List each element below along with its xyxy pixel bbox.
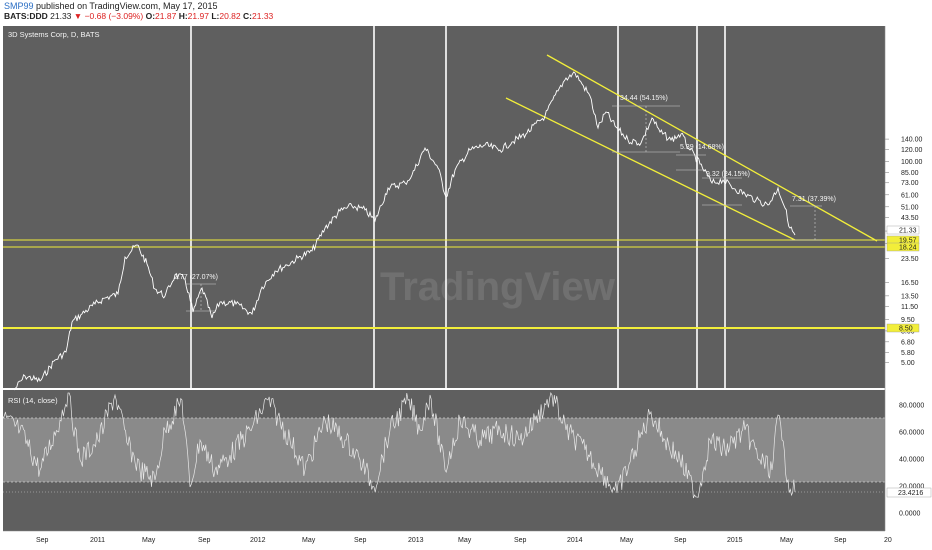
published-text: published on TradingView.com, May 17, 20… — [36, 1, 218, 11]
symbol-label[interactable]: BATS:DDD — [4, 11, 48, 21]
channel-lower — [505, 97, 796, 241]
price-pane[interactable] — [3, 26, 885, 388]
time-tick-label: Sep — [514, 537, 527, 544]
low-label: L: — [211, 11, 220, 21]
time-tick-label: 2012 — [250, 537, 266, 544]
price-tick-label: 61.00 — [901, 192, 919, 199]
price-scale[interactable]: 140.00 120.00 100.00 85.00 73.00 61.00 51.00 43… — [884, 26, 923, 531]
price-tag-bg — [886, 225, 920, 235]
high-value: 21.97 — [187, 11, 209, 21]
measure-labels: 2.77 (27.07%) 34.44 (54.15%) 5.39 (14.68… — [174, 95, 836, 281]
time-tick-label: Sep — [36, 537, 49, 544]
rsi-tick-label: 60.0000 — [899, 430, 924, 437]
time-tick-label: May — [620, 537, 634, 544]
rsi-current-tag-bg — [886, 487, 932, 498]
last-price: 21.33 — [50, 11, 72, 21]
time-axis[interactable]: Sep 2011 May Sep 2012 May Sep 2013 May Sep 2014 May… — [3, 530, 892, 544]
price-tag: 19.57 — [899, 238, 917, 245]
measure-label: 2.77 (27.07%) — [174, 274, 218, 281]
chart-canvas[interactable]: TradingView 3D System — [0, 22, 932, 550]
time-tick-label: Sep — [198, 537, 211, 544]
price-tag-bg — [886, 242, 920, 252]
price-series[interactable] — [13, 71, 796, 391]
rsi-tick-label: 20.0000 — [899, 484, 924, 491]
ohlc-line: BATS:DDD 21.33 ▼ −0.68 (−3.09%) O:21.87 … — [4, 11, 273, 22]
time-tick-label: 2014 — [567, 537, 583, 544]
price-tag: 21.33 — [899, 228, 917, 235]
publish-line: SMP99 published on TradingView.com, May … — [4, 1, 217, 12]
measure-label: 7.31 (37.39%) — [792, 196, 836, 203]
time-tick-label: May — [142, 537, 156, 544]
price-tick-label: 120.00 — [901, 147, 923, 154]
rsi-tick-label: 80.0000 — [899, 403, 924, 410]
price-tick-label: 23.50 — [901, 256, 919, 263]
price-tick-label: 85.00 — [901, 170, 919, 177]
author-link[interactable]: SMP99 — [4, 1, 34, 11]
price-tag: 18.24 — [899, 245, 917, 252]
low-value: 20.82 — [219, 11, 241, 21]
time-tick-label: Sep — [834, 537, 847, 544]
rsi-scale[interactable]: 80.0000 60.0000 40.0000 20.0000 0.0000 23.421… — [886, 403, 932, 518]
price-tick-label: 43.50 — [901, 215, 919, 222]
measure-brackets — [186, 105, 822, 312]
price-tag-bg — [886, 323, 920, 333]
time-tick-label: 2015 — [727, 537, 743, 544]
time-tick-label: May — [458, 537, 472, 544]
time-tick-label: 2013 — [408, 537, 424, 544]
price-tick-label: 5.00 — [901, 360, 915, 367]
price-tick-label: 9.50 — [901, 317, 915, 324]
price-change: −0.68 (−3.09%) — [84, 11, 144, 21]
price-tick-label: 5.80 — [901, 350, 915, 357]
rsi-current-tag: 23.4216 — [898, 490, 923, 497]
rsi-tick-label: 0.0000 — [899, 511, 921, 518]
channel-upper — [546, 54, 878, 242]
price-tick-label: 11.50 — [901, 304, 918, 311]
price-tick-label: 16.50 — [901, 280, 919, 287]
rsi-title: RSI (14, close) — [8, 396, 58, 405]
price-tag: 8.50 — [899, 326, 913, 333]
time-tick-label: May — [302, 537, 316, 544]
price-tick-label: 13.50 — [901, 293, 919, 300]
measure-label: 9.32 (24.15%) — [706, 171, 750, 178]
close-value: 21.33 — [252, 11, 274, 21]
time-tick-label: Sep — [354, 537, 367, 544]
support-lines — [3, 239, 885, 329]
rsi-tick-label: 40.0000 — [899, 457, 924, 464]
time-tick-label: 2011 — [90, 537, 105, 544]
open-label: O: — [145, 11, 156, 21]
price-tick-label: 51.00 — [901, 204, 919, 211]
time-tick-label: May — [780, 537, 794, 544]
chart-title: 3D Systems Corp, D, BATS — [8, 30, 100, 39]
rsi-series[interactable] — [2, 392, 796, 499]
chart-header: SMP99 published on TradingView.com, May … — [0, 0, 932, 22]
price-tick-label: 6.80 — [901, 339, 915, 346]
watermark-text: TradingView — [380, 265, 616, 309]
rsi-band — [3, 418, 885, 482]
descending-channel — [505, 54, 878, 242]
measure-label: 34.44 (54.15%) — [620, 95, 668, 102]
down-arrow-icon: ▼ — [73, 11, 83, 21]
close-label: C: — [243, 11, 252, 21]
high-label: H: — [178, 11, 188, 21]
price-tick-label: 140.00 — [901, 137, 923, 144]
open-value: 21.87 — [155, 11, 177, 21]
time-tick-label: Sep — [674, 537, 687, 544]
time-tick-label: 20 — [884, 537, 892, 544]
price-tick-label: 100.00 — [901, 159, 923, 166]
measure-label: 5.39 (14.68%) — [680, 144, 724, 151]
price-tick-label: 73.00 — [901, 180, 919, 187]
